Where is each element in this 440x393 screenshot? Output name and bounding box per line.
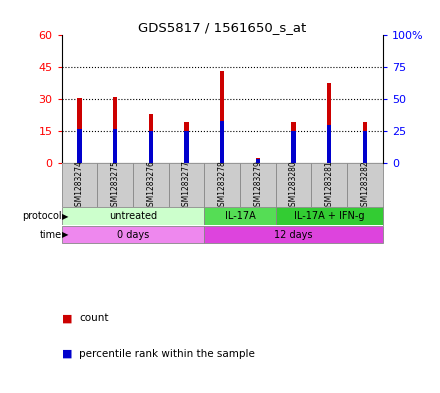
Bar [113, 97, 117, 163]
Text: IL-17A + IFN-g: IL-17A + IFN-g [294, 211, 364, 221]
Bar [77, 129, 81, 163]
Bar [291, 131, 296, 163]
Bar [363, 131, 367, 163]
FancyBboxPatch shape [62, 163, 97, 207]
Title: GDS5817 / 1561650_s_at: GDS5817 / 1561650_s_at [138, 21, 306, 34]
Text: GSM1283278: GSM1283278 [218, 160, 227, 211]
Text: GSM1283281: GSM1283281 [325, 160, 334, 211]
Bar [184, 131, 189, 163]
Text: protocol: protocol [22, 211, 62, 221]
Text: untreated: untreated [109, 211, 157, 221]
Text: count: count [79, 313, 109, 323]
Bar [184, 122, 189, 163]
Text: GSM1283274: GSM1283274 [75, 160, 84, 211]
FancyBboxPatch shape [62, 226, 204, 243]
Bar [220, 121, 224, 163]
Text: ■: ■ [62, 349, 72, 359]
Text: GSM1283277: GSM1283277 [182, 160, 191, 211]
FancyBboxPatch shape [240, 163, 276, 207]
Bar [327, 125, 331, 163]
Bar [291, 122, 296, 163]
Text: percentile rank within the sample: percentile rank within the sample [79, 349, 255, 359]
Text: GSM1283280: GSM1283280 [289, 160, 298, 211]
FancyBboxPatch shape [204, 226, 383, 243]
FancyBboxPatch shape [204, 163, 240, 207]
Bar [363, 122, 367, 163]
Text: GSM1283279: GSM1283279 [253, 160, 262, 211]
Bar [77, 98, 81, 163]
Text: ■: ■ [62, 313, 72, 323]
Text: 0 days: 0 days [117, 230, 149, 239]
Bar [256, 158, 260, 163]
Text: time: time [40, 230, 62, 239]
FancyBboxPatch shape [276, 163, 312, 207]
Bar [149, 131, 153, 163]
Text: 12 days: 12 days [274, 230, 313, 239]
Text: ▶: ▶ [62, 212, 69, 221]
FancyBboxPatch shape [312, 163, 347, 207]
FancyBboxPatch shape [133, 163, 169, 207]
Bar [113, 129, 117, 163]
FancyBboxPatch shape [204, 208, 276, 225]
Bar [149, 114, 153, 163]
FancyBboxPatch shape [276, 208, 383, 225]
Text: GSM1283276: GSM1283276 [147, 160, 155, 211]
Text: IL-17A: IL-17A [225, 211, 255, 221]
Bar [327, 83, 331, 163]
Text: GSM1283282: GSM1283282 [360, 160, 370, 211]
Bar [256, 160, 260, 163]
FancyBboxPatch shape [169, 163, 204, 207]
Text: ▶: ▶ [62, 230, 69, 239]
FancyBboxPatch shape [97, 163, 133, 207]
FancyBboxPatch shape [62, 208, 204, 225]
Bar [220, 70, 224, 163]
Text: GSM1283275: GSM1283275 [110, 160, 120, 211]
FancyBboxPatch shape [347, 163, 383, 207]
